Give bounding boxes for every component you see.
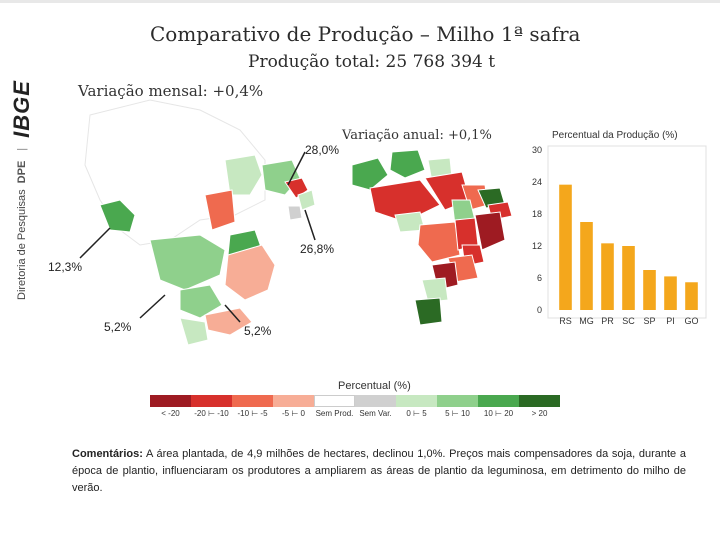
legend-item: > 20 xyxy=(519,395,560,418)
legend-item: 0 ⊢ 5 xyxy=(396,395,437,418)
map-state-ro xyxy=(417,221,461,263)
map-state-pi xyxy=(297,189,316,211)
y-tick-label: 6 xyxy=(537,273,542,283)
legend-swatch xyxy=(396,395,437,407)
legend-label: 0 ⊢ 5 xyxy=(406,409,427,418)
legend-label: < -20 xyxy=(161,409,180,418)
map-state-pr xyxy=(414,297,443,326)
legend-item: -20 ⊢ -10 xyxy=(191,395,232,418)
map-state-am xyxy=(369,179,441,223)
bar-chart-bars xyxy=(559,184,698,310)
map-state-rr xyxy=(389,149,426,179)
arrow-28 xyxy=(287,151,306,186)
x-tick-label: SC xyxy=(622,316,635,326)
x-tick-label: MG xyxy=(579,316,594,326)
color-legend: < -20 -20 ⊢ -10 -10 ⊢ -5 -5 ⊢ 0 Sem Prod. Sem… xyxy=(150,395,560,418)
bar-mg xyxy=(580,222,593,310)
comment-body: A área plantada, de 4,9 milhões de hecta… xyxy=(72,448,686,494)
x-tick-label: GO xyxy=(684,316,698,326)
legend-label: Sem Var. xyxy=(359,409,392,418)
legend-swatch xyxy=(232,395,273,407)
comment-label: Comentários: xyxy=(72,448,143,460)
y-tick-label: 18 xyxy=(532,209,542,219)
monthly-variation-label: Variação mensal: +0,4% xyxy=(78,82,264,100)
callout-arrows xyxy=(79,151,316,323)
map-state-ne-gray xyxy=(287,205,303,221)
legend-swatch xyxy=(519,395,560,407)
legend-item: 5 ⊢ 10 xyxy=(437,395,478,418)
legend-swatch xyxy=(150,395,191,407)
map-state-ap2 xyxy=(351,157,389,191)
map-state-to xyxy=(204,189,236,231)
bar-chart-title: Percentual da Produção (%) xyxy=(552,130,678,141)
legend-item: -5 ⊢ 0 xyxy=(273,395,314,418)
map-state-sp xyxy=(204,307,253,336)
callout-12: 12,3% xyxy=(48,260,83,274)
monthly-map xyxy=(84,99,316,346)
legend-label: -20 ⊢ -10 xyxy=(194,409,229,418)
callout-5a: 5,2% xyxy=(104,320,132,334)
y-tick-label: 24 xyxy=(532,177,542,187)
callout-26: 26,8% xyxy=(300,242,335,256)
x-tick-label: PR xyxy=(601,316,614,326)
y-tick-label: 0 xyxy=(537,305,542,315)
legend-swatch xyxy=(191,395,232,407)
legend-label: Sem Prod. xyxy=(315,409,354,418)
bar-sc xyxy=(622,246,635,310)
legend-label: -5 ⊢ 0 xyxy=(282,409,305,418)
legend-item: -10 ⊢ -5 xyxy=(232,395,273,418)
y-tick-label: 12 xyxy=(532,241,542,251)
map-state-ba2 xyxy=(474,211,506,251)
comment-text: Comentários: A área plantada, de 4,9 mil… xyxy=(72,446,686,497)
legend-label: 5 ⊢ 10 xyxy=(445,409,470,418)
bar-pi xyxy=(664,276,677,310)
legend-swatch xyxy=(314,395,355,407)
arrow-5a xyxy=(139,294,166,319)
bar-chart: Percentual da Produção (%) 0 6 12 18 24 30 RS… xyxy=(532,130,707,326)
annual-map xyxy=(351,149,513,326)
map-state-df xyxy=(421,277,449,303)
top-border xyxy=(0,0,720,3)
page-title: Comparativo de Produção – Milho 1ª safra xyxy=(150,22,581,46)
legend-label: > 20 xyxy=(531,409,548,418)
bar-chart-x-labels: RS MG PR SC SP PI GO xyxy=(559,316,698,326)
legend-item: Sem Prod. xyxy=(314,395,355,418)
legend-swatch xyxy=(437,395,478,407)
legend-label: 10 ⊢ 20 xyxy=(483,409,514,418)
bar-go xyxy=(685,282,698,310)
legend-item: 10 ⊢ 20 xyxy=(478,395,519,418)
arrow-12 xyxy=(79,227,111,259)
x-tick-label: PI xyxy=(666,316,675,326)
x-tick-label: RS xyxy=(559,316,572,326)
callout-5b: 5,2% xyxy=(244,324,272,338)
arrow-26 xyxy=(304,209,316,241)
map-state-south-light xyxy=(179,317,209,346)
map-state-ac xyxy=(99,199,136,233)
legend-swatch xyxy=(355,395,396,407)
legend-item: < -20 xyxy=(150,395,191,418)
map-state-ms xyxy=(179,284,223,319)
bar-pr xyxy=(601,243,614,310)
y-tick-label: 30 xyxy=(532,145,542,155)
legend-swatch xyxy=(478,395,519,407)
callout-28: 28,0% xyxy=(305,143,340,157)
map-state-mt xyxy=(149,234,226,291)
legend-item: Sem Var. xyxy=(355,395,396,418)
map-state-ba xyxy=(224,244,276,301)
bar-sp xyxy=(643,270,656,310)
legend-title: Percentual (%) xyxy=(338,380,411,392)
arrow-5b xyxy=(224,304,241,323)
legend-swatch xyxy=(273,395,314,407)
bar-chart-y-axis: 0 6 12 18 24 30 xyxy=(532,145,542,315)
x-tick-label: SP xyxy=(643,316,655,326)
legend-label: -10 ⊢ -5 xyxy=(237,409,268,418)
annual-variation-label: Variação anual: +0,1% xyxy=(342,128,492,143)
map-state-am-ne xyxy=(224,154,263,196)
bar-rs xyxy=(559,184,572,310)
page-subtitle: Produção total: 25 768 394 t xyxy=(248,52,496,72)
